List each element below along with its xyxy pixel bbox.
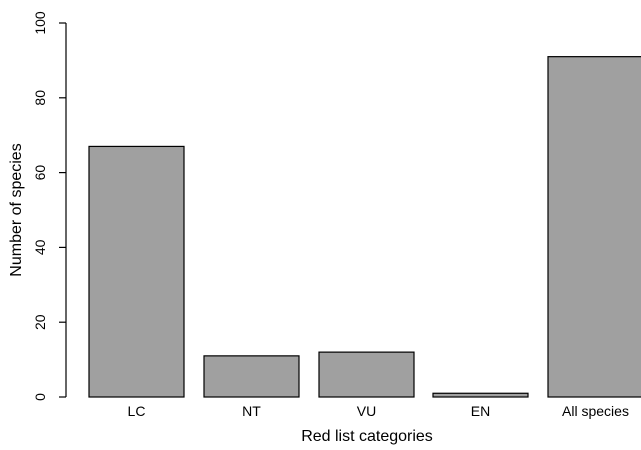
y-tick-label: 0: [32, 393, 48, 401]
y-tick-label: 40: [32, 239, 48, 255]
bar-lc: [88, 145, 185, 398]
x-tick-label: VU: [357, 403, 376, 419]
x-tick-label: All species: [562, 403, 629, 419]
bar-nt: [203, 355, 300, 398]
x-tick-labels: LC NT VU EN All species: [128, 403, 629, 419]
y-tick-label: 60: [32, 165, 48, 181]
y-tick-label: 20: [32, 314, 48, 330]
y-tick-label: 80: [32, 90, 48, 106]
y-tick-label: 100: [32, 11, 48, 35]
y-axis: 0 20 40 60 80 100: [32, 11, 67, 401]
x-axis-label: Red list categories: [301, 428, 433, 445]
bar-en: [432, 392, 529, 398]
x-tick-label: LC: [128, 403, 146, 419]
bar-all-species: [547, 56, 641, 398]
x-tick-label: NT: [242, 403, 261, 419]
bars: [88, 56, 641, 398]
bar-vu: [318, 351, 415, 398]
x-tick-label: EN: [471, 403, 490, 419]
y-axis-label: Number of species: [8, 143, 25, 276]
